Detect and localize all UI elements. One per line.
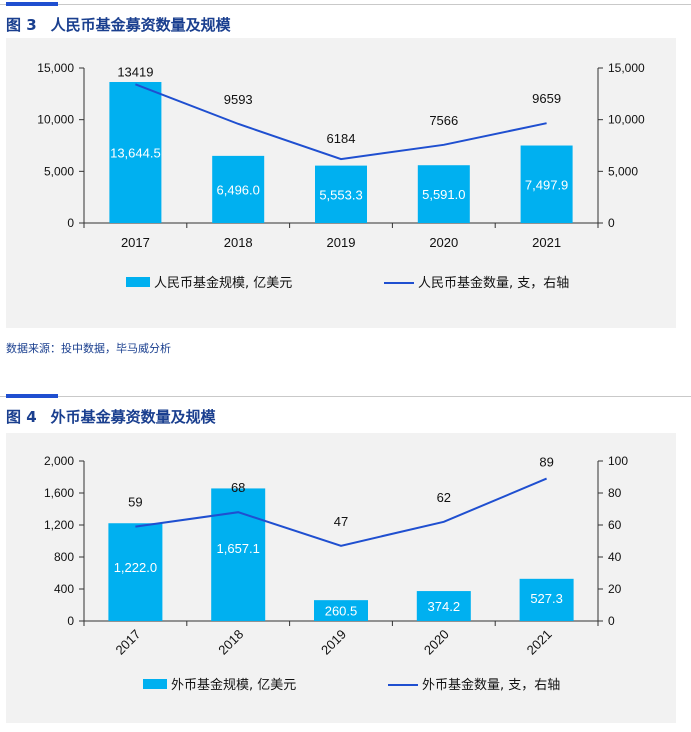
line-value-label: 89 bbox=[539, 455, 553, 470]
bar bbox=[314, 600, 368, 621]
right-tick-label: 5,000 bbox=[608, 164, 638, 178]
bar-value-label: 374.2 bbox=[428, 599, 461, 614]
x-tick-label: 2020 bbox=[429, 235, 458, 250]
bar-value-label: 6,496.0 bbox=[217, 182, 260, 197]
x-tick-label: 2018 bbox=[215, 627, 246, 658]
bar bbox=[416, 591, 471, 621]
right-tick-label: 15,000 bbox=[608, 61, 645, 75]
header-rule bbox=[0, 396, 691, 397]
x-tick-label: 2020 bbox=[421, 627, 452, 658]
line-value-label: 9659 bbox=[532, 91, 561, 106]
legend-line-label: 人民币基金数量, 支，右轴 bbox=[418, 275, 569, 291]
bar bbox=[109, 82, 162, 223]
source-note: 数据来源：投中数据，毕马威分析 bbox=[6, 342, 171, 355]
bar-value-label: 5,553.3 bbox=[319, 187, 362, 202]
x-tick-label: 2017 bbox=[112, 627, 143, 658]
left-tick-label: 10,000 bbox=[37, 113, 74, 127]
bar bbox=[520, 145, 573, 223]
left-tick-label: 0 bbox=[67, 216, 74, 230]
right-tick-label: 100 bbox=[608, 454, 628, 468]
bar bbox=[211, 488, 266, 621]
bar bbox=[417, 165, 470, 223]
right-tick-label: 0 bbox=[608, 614, 615, 628]
bar bbox=[212, 155, 265, 223]
x-tick-label: 2017 bbox=[121, 235, 150, 250]
x-tick-label: 2021 bbox=[532, 235, 561, 250]
left-tick-label: 5,000 bbox=[44, 164, 74, 178]
chart-panel-4: 2,000 1,600 1,200 800 400 0 100 80 60 40 20 0 2017 20… bbox=[6, 433, 676, 723]
bar bbox=[315, 165, 367, 223]
legend-bar-swatch bbox=[126, 277, 150, 287]
right-tick-label: 80 bbox=[608, 486, 622, 500]
line-series bbox=[135, 83, 547, 161]
line-value-label: 6184 bbox=[327, 131, 356, 146]
line-value-label: 13419 bbox=[117, 64, 153, 79]
left-tick-label: 15,000 bbox=[37, 61, 74, 75]
bar-value-label: 260.5 bbox=[325, 604, 358, 619]
figure-number: 图 4 bbox=[6, 408, 37, 426]
figure-title-text: 外币基金募资数量及规模 bbox=[50, 408, 216, 426]
figure-title-text: 人民币基金募资数量及规模 bbox=[50, 16, 231, 34]
left-tick-label: 1,600 bbox=[44, 486, 74, 500]
bar-value-label: 1,222.0 bbox=[114, 560, 157, 575]
x-tick-label: 2021 bbox=[524, 627, 555, 658]
legend-bar-label: 人民币基金规模, 亿美元 bbox=[154, 275, 292, 291]
line-value-label: 9593 bbox=[224, 92, 253, 107]
legend-bar-label: 外币基金规模, 亿美元 bbox=[171, 677, 296, 693]
bar-value-label: 7,497.9 bbox=[525, 177, 568, 192]
line-value-label: 62 bbox=[437, 490, 451, 505]
bar-value-label: 5,591.0 bbox=[422, 187, 465, 202]
left-tick-label: 2,000 bbox=[44, 454, 74, 468]
left-tick-label: 800 bbox=[54, 550, 74, 564]
line-value-label: 59 bbox=[128, 495, 142, 510]
x-tick-label: 2018 bbox=[224, 235, 253, 250]
right-tick-label: 60 bbox=[608, 518, 622, 532]
figure-number: 图 3 bbox=[6, 16, 37, 34]
left-tick-label: 400 bbox=[54, 582, 74, 596]
header-accent-bar bbox=[6, 2, 58, 6]
bar-value-label: 1,657.1 bbox=[217, 541, 260, 556]
chart-3-svg: 15,000 10,000 5,000 0 15,000 10,000 5,000 0 2017… bbox=[37, 61, 645, 291]
right-tick-label: 0 bbox=[608, 216, 615, 230]
line-value-label: 47 bbox=[334, 514, 348, 529]
left-tick-label: 1,200 bbox=[44, 518, 74, 532]
figure-4-title: 图 4 外币基金募资数量及规模 bbox=[6, 406, 216, 427]
line-value-label: 68 bbox=[231, 480, 245, 495]
line-series bbox=[135, 477, 547, 547]
header-accent-bar bbox=[6, 394, 58, 398]
figure-3-title: 图 3 人民币基金募资数量及规模 bbox=[6, 14, 231, 35]
bar bbox=[108, 523, 163, 621]
bar bbox=[519, 578, 574, 621]
x-tick-label: 2019 bbox=[318, 627, 349, 658]
legend-bar-swatch bbox=[143, 679, 167, 689]
chart-panel-3: 15,000 10,000 5,000 0 15,000 10,000 5,000 0 2017… bbox=[6, 38, 676, 328]
right-tick-label: 20 bbox=[608, 582, 622, 596]
chart-4-svg: 2,000 1,600 1,200 800 400 0 100 80 60 40 20 0 2017 20… bbox=[44, 454, 628, 693]
line-value-label: 7566 bbox=[429, 113, 458, 128]
left-tick-label: 0 bbox=[67, 614, 74, 628]
x-tick-label: 2019 bbox=[327, 235, 356, 250]
bar-value-label: 527.3 bbox=[530, 591, 563, 606]
right-tick-label: 40 bbox=[608, 550, 622, 564]
right-tick-label: 10,000 bbox=[608, 113, 645, 127]
header-rule bbox=[0, 4, 691, 5]
legend-line-label: 外币基金数量, 支，右轴 bbox=[422, 677, 560, 693]
bar-value-label: 13,644.5 bbox=[110, 146, 161, 161]
